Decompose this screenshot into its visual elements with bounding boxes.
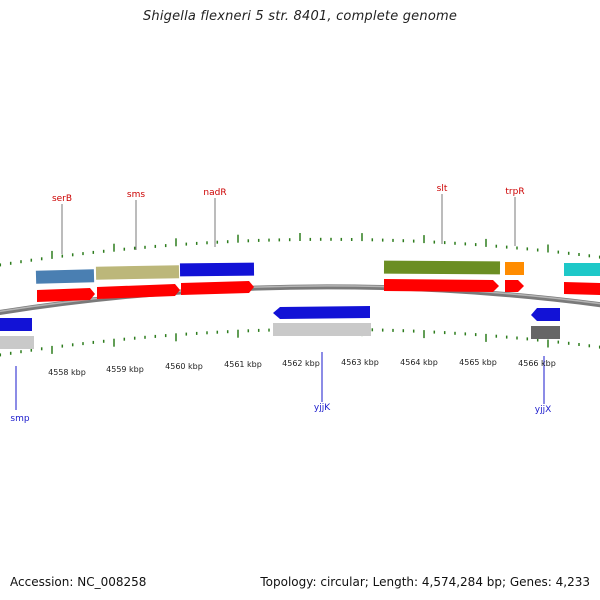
feature-arrow-yjjK[interactable]: [273, 306, 370, 319]
cds-arrow-slt[interactable]: [384, 279, 499, 292]
feature-arrow-yjjX[interactable]: [531, 308, 560, 321]
feature-block-smp[interactable]: [0, 318, 32, 331]
cds-arrow-edge[interactable]: [564, 282, 600, 295]
gene-label-sms[interactable]: sms: [127, 190, 145, 200]
scale-label: 4564 kbp: [400, 358, 438, 367]
scale-label: 4560 kbp: [165, 362, 203, 371]
gene-leaders: [15, 194, 545, 410]
feature-block-edge[interactable]: [564, 263, 600, 276]
feature-block-nadR[interactable]: [179, 262, 255, 277]
gene-label-smp[interactable]: smp: [10, 414, 29, 424]
gene-label-trpR[interactable]: trpR: [505, 187, 524, 197]
scale-label: 4559 kbp: [106, 365, 144, 374]
scale-labels: 4558 kbp 4559 kbp 4560 kbp 4561 kbp 4562…: [48, 358, 556, 377]
genome-summary-text: Topology: circular; Length: 4,574,284 bp…: [260, 575, 590, 589]
map-title: Shigella flexneri 5 str. 8401, complete …: [142, 9, 458, 24]
gene-label-yjjK[interactable]: yjjK: [314, 403, 331, 413]
genome-backbone-highlight: [0, 285, 600, 313]
reverse-cds-track: [0, 306, 560, 349]
cds-arrow-trpR[interactable]: [505, 280, 524, 292]
gene-label-slt[interactable]: slt: [437, 184, 448, 194]
forward-cds-track: [37, 279, 600, 302]
feature-block-serB[interactable]: [35, 269, 95, 284]
scale-label: 4566 kbp: [518, 359, 556, 368]
tick-ring-outer: [0, 233, 600, 267]
cds-block-yjjK[interactable]: [273, 323, 371, 336]
gene-labels: serB sms nadR slt trpR smp yjjK yjjX: [10, 184, 551, 424]
accession-text: Accession: NC_008258: [10, 575, 147, 589]
feature-block-trpR[interactable]: [505, 262, 524, 275]
gene-label-serB[interactable]: serB: [52, 194, 72, 204]
cds-block-yjjX[interactable]: [531, 326, 560, 339]
cds-arrow-sms[interactable]: [97, 284, 180, 299]
feature-track-outer: [35, 260, 600, 284]
cds-arrow-serB[interactable]: [37, 288, 95, 302]
scale-label: 4563 kbp: [341, 358, 379, 367]
feature-block-slt[interactable]: [383, 260, 501, 275]
cds-block-smp[interactable]: [0, 336, 34, 349]
scale-label: 4565 kbp: [459, 358, 497, 367]
gene-label-yjjX[interactable]: yjjX: [535, 405, 552, 415]
genome-backbone: [0, 284, 600, 315]
cds-arrow-nadR[interactable]: [181, 281, 254, 295]
scale-label: 4562 kbp: [282, 359, 320, 368]
scale-label: 4561 kbp: [224, 360, 262, 369]
scale-label: 4558 kbp: [48, 368, 86, 377]
gene-label-nadR[interactable]: nadR: [203, 188, 226, 198]
feature-block-sms[interactable]: [95, 265, 180, 280]
